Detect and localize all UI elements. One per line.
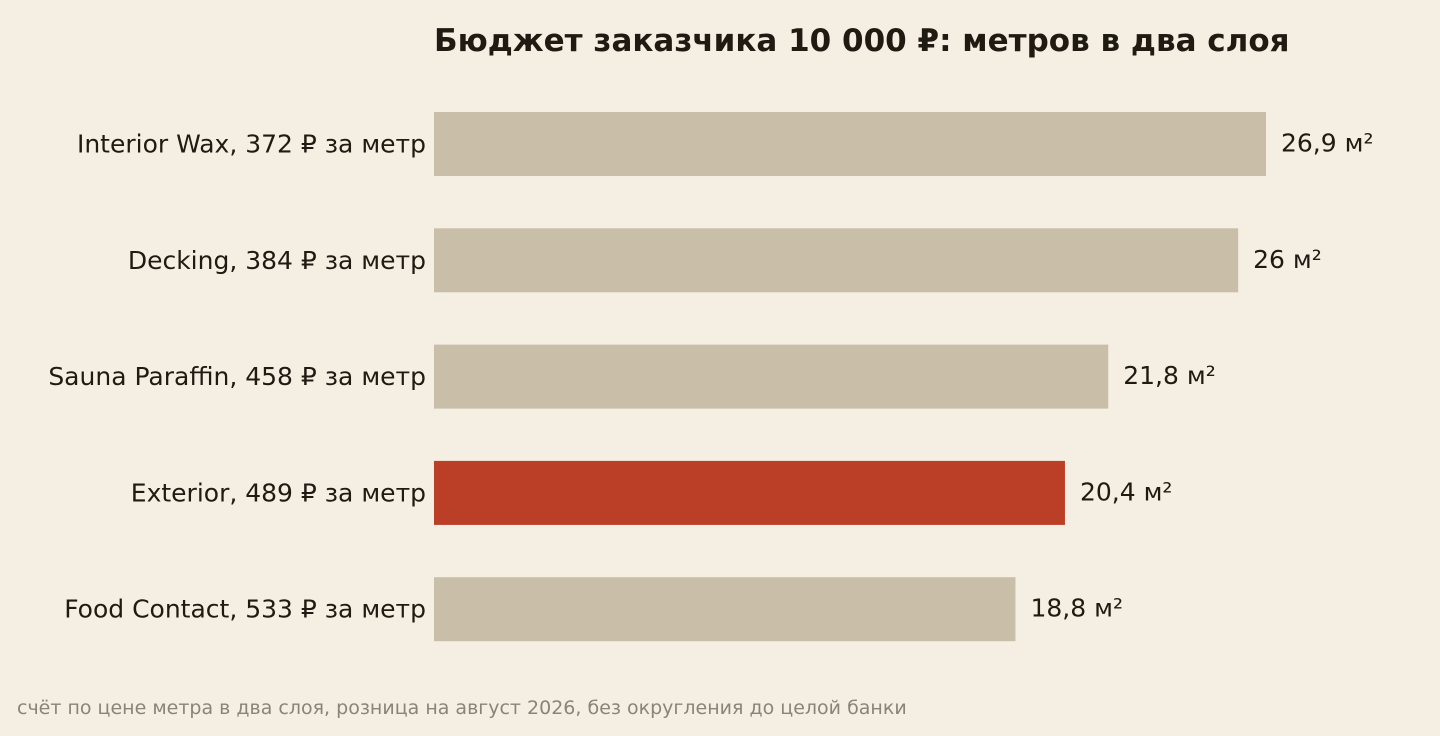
bars-layer: [434, 112, 1266, 642]
bar: [434, 577, 1016, 642]
category-label: Decking, 384 ₽ за метр: [128, 246, 426, 275]
value-labels: 26,9 м² 26 м² 21,8 м² 20,4 м² 18,8 м²: [1030, 129, 1373, 623]
value-label: 21,8 м²: [1123, 361, 1216, 390]
chart-title: Бюджет заказчика 10 000 ₽: метров в два …: [434, 23, 1290, 59]
bar: [434, 228, 1239, 293]
chart-footnote: счёт по цене метра в два слоя, розница н…: [17, 697, 907, 719]
value-label: 18,8 м²: [1030, 594, 1123, 623]
value-label: 26 м²: [1253, 245, 1322, 274]
value-label: 20,4 м²: [1080, 477, 1173, 506]
bar: [434, 344, 1109, 409]
category-label: Exterior, 489 ₽ за метр: [131, 478, 426, 507]
bar: [434, 112, 1266, 176]
value-label: 26,9 м²: [1281, 129, 1374, 158]
bar: [434, 460, 1065, 525]
category-label: Interior Wax, 372 ₽ за метр: [77, 130, 426, 159]
category-label: Sauna Paraffin, 458 ₽ за метр: [48, 362, 426, 391]
category-label: Food Contact, 533 ₽ за метр: [64, 595, 426, 624]
category-labels: Interior Wax, 372 ₽ за метр Decking, 384 …: [48, 130, 426, 624]
